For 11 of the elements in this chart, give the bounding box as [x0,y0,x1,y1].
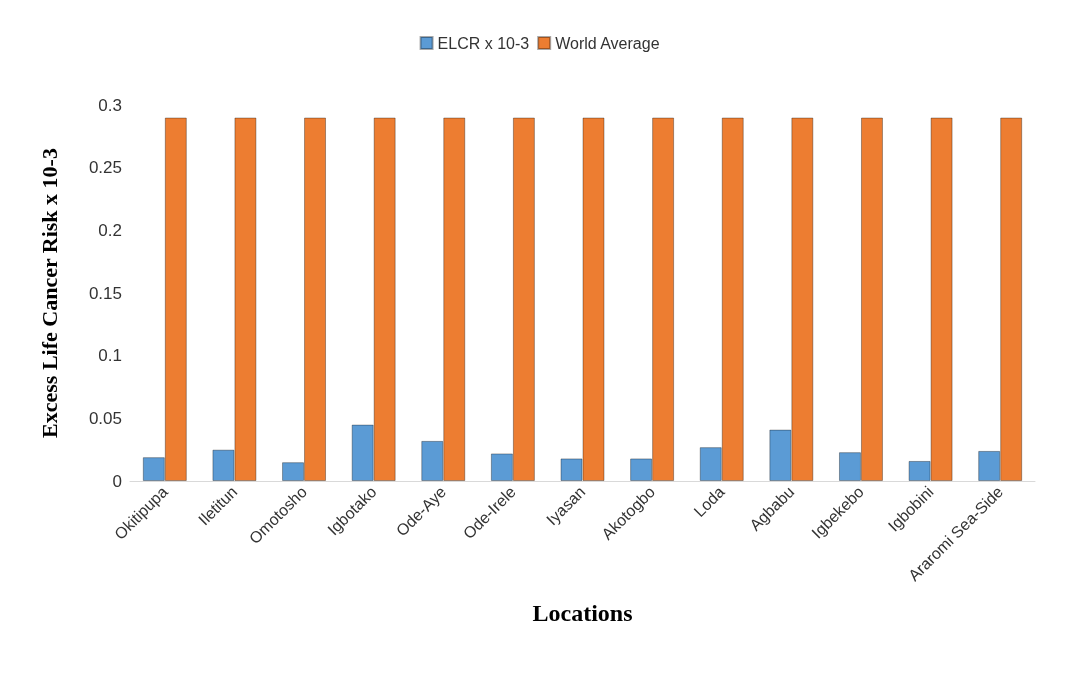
y-tick-label: 0.2 [98,220,122,240]
y-tick-label: 0 [112,471,122,491]
legend-label: ELCR x 10-3 [437,34,530,52]
legend-label: World Average [555,34,660,52]
y-tick-label: 0.25 [88,158,122,178]
x-axis-title: Locations [532,600,633,626]
y-tick-label: 0.1 [98,346,122,366]
y-tick-label: 0.05 [88,408,122,428]
y-axis-title: Excess Life Cancer Risk x 10-3 [36,148,62,438]
y-tick-label: 0.15 [88,283,122,303]
y-tick-label: 0.3 [98,95,122,115]
